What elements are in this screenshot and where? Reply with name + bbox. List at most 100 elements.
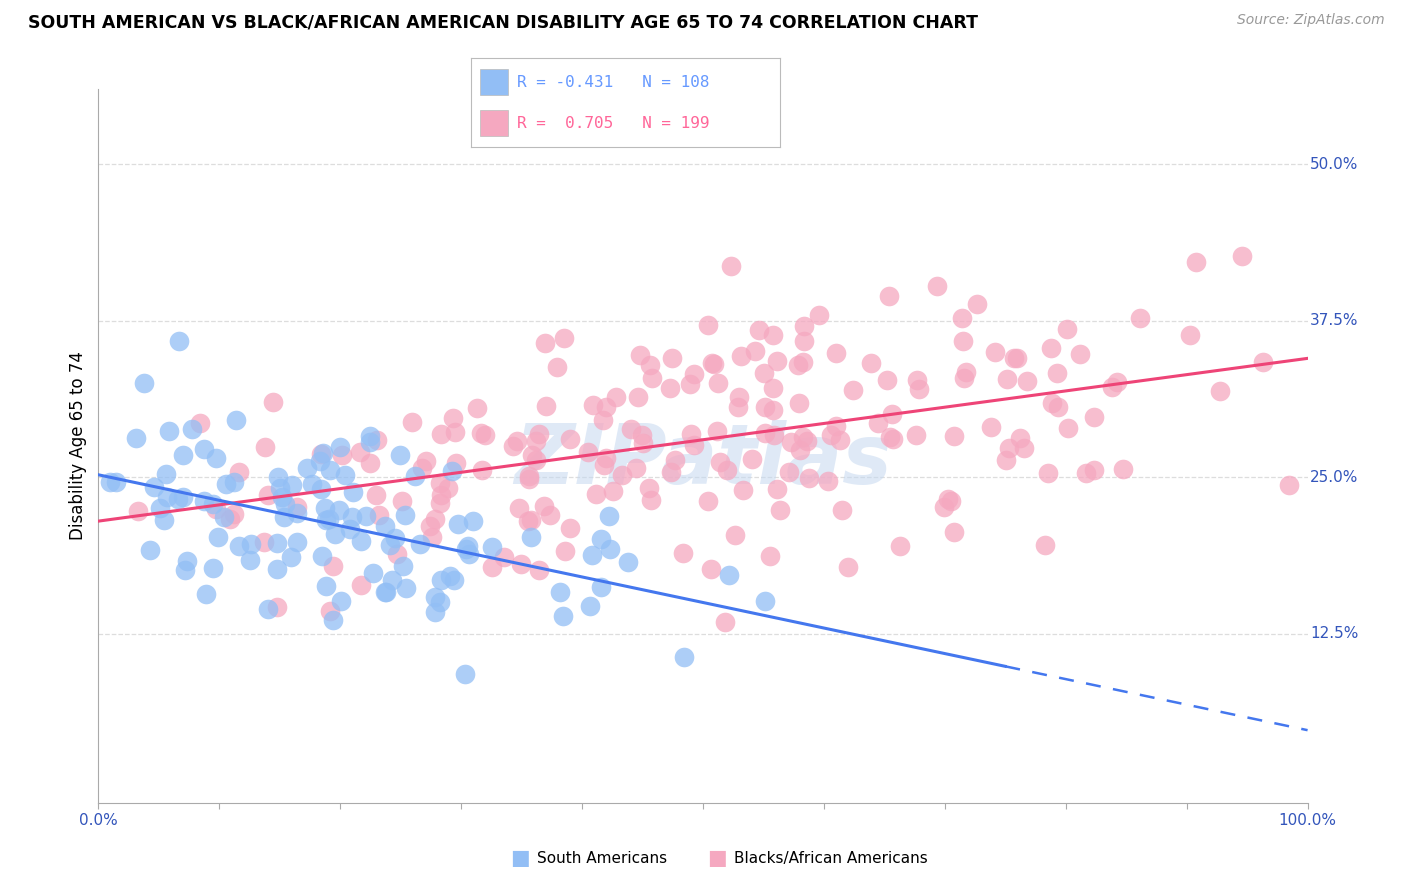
Point <box>409 536 432 550</box>
Point <box>534 335 557 350</box>
Point <box>266 536 288 550</box>
Point <box>425 590 447 604</box>
Point <box>411 460 433 475</box>
Point <box>181 422 204 436</box>
Point <box>228 540 250 554</box>
Point <box>315 578 337 592</box>
Point <box>905 373 928 387</box>
Point <box>679 376 702 391</box>
Point <box>224 475 246 490</box>
Point <box>1046 367 1069 381</box>
Point <box>519 530 541 544</box>
Point <box>201 497 224 511</box>
Point <box>441 410 464 425</box>
Point <box>301 477 323 491</box>
Point <box>720 260 742 274</box>
Point <box>1251 355 1274 369</box>
Point <box>105 475 128 489</box>
Point <box>378 537 401 551</box>
Point <box>612 468 634 483</box>
Point <box>700 356 723 370</box>
Point <box>536 399 558 413</box>
Point <box>787 396 810 410</box>
Point <box>188 417 211 431</box>
Point <box>626 390 648 404</box>
Point <box>769 503 792 517</box>
Point <box>548 584 571 599</box>
Point <box>1010 431 1032 445</box>
Point <box>311 446 333 460</box>
Point <box>714 615 737 629</box>
Point <box>699 562 721 576</box>
Point <box>388 448 411 462</box>
Point <box>763 427 786 442</box>
Text: ■: ■ <box>707 848 727 868</box>
Point <box>602 483 624 498</box>
Point <box>578 599 600 613</box>
Point <box>953 371 976 385</box>
Point <box>582 398 605 412</box>
Point <box>592 458 614 473</box>
Point <box>215 476 238 491</box>
Point <box>533 500 555 514</box>
Text: Source: ZipAtlas.com: Source: ZipAtlas.com <box>1237 13 1385 28</box>
Point <box>683 367 706 381</box>
Point <box>724 527 747 541</box>
Point <box>349 578 371 592</box>
Point <box>359 456 381 470</box>
Point <box>1101 380 1123 394</box>
Text: Blacks/African Americans: Blacks/African Americans <box>734 851 928 865</box>
Point <box>640 358 662 372</box>
Point <box>404 468 426 483</box>
Point <box>280 550 302 565</box>
Point <box>793 318 815 333</box>
Point <box>239 552 262 566</box>
Point <box>889 539 911 553</box>
Point <box>905 428 928 442</box>
Point <box>368 508 391 522</box>
Point <box>139 542 162 557</box>
Point <box>748 323 770 337</box>
Point <box>817 475 839 489</box>
Point <box>1129 311 1152 326</box>
Point <box>222 507 245 521</box>
Point <box>551 608 574 623</box>
Point <box>350 533 373 548</box>
Point <box>995 453 1018 467</box>
Point <box>1056 322 1078 336</box>
Point <box>266 600 288 615</box>
Point <box>553 330 575 344</box>
Point <box>554 543 576 558</box>
Point <box>366 433 388 447</box>
Point <box>728 390 751 404</box>
Point <box>925 279 948 293</box>
Point <box>1057 421 1080 435</box>
Point <box>311 549 333 563</box>
Point <box>281 478 304 492</box>
Point <box>1074 466 1097 480</box>
Point <box>879 430 901 444</box>
Point <box>762 381 785 395</box>
Point <box>664 452 686 467</box>
Point <box>461 514 484 528</box>
Point <box>394 508 416 523</box>
Point <box>599 542 621 557</box>
Point <box>955 365 977 379</box>
Point <box>395 581 418 595</box>
Point <box>754 425 776 440</box>
Point <box>558 432 581 446</box>
Point <box>1209 384 1232 399</box>
Point <box>375 585 398 599</box>
Point <box>709 455 731 469</box>
Point <box>616 556 638 570</box>
Point <box>754 366 776 380</box>
Point <box>831 503 853 517</box>
Point <box>195 587 218 601</box>
Point <box>361 566 384 580</box>
Point <box>219 512 242 526</box>
Point <box>908 382 931 396</box>
Point <box>481 560 503 574</box>
Text: ■: ■ <box>510 848 530 868</box>
Point <box>356 508 378 523</box>
Point <box>830 433 852 447</box>
